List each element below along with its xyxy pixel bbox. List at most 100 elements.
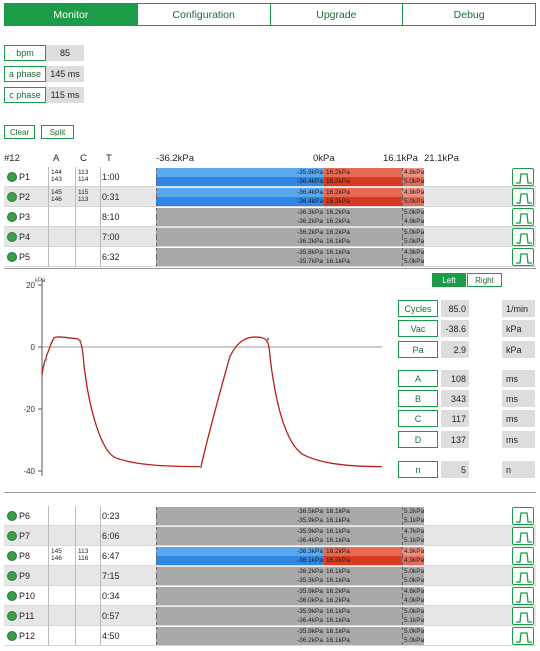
pressure-bar: -35.9kPa 16.1kPa 5.0kPa -36.4kPa 16.1kPa 5.1k…	[156, 606, 424, 626]
time-value: 1:00	[102, 172, 120, 182]
column-header-a: A	[53, 153, 60, 164]
right-side-button[interactable]: Right	[467, 273, 502, 287]
pulsator-name: P5	[19, 252, 31, 262]
y-tick-label: -40	[23, 467, 35, 476]
tab-configuration[interactable]: Configuration	[138, 4, 271, 25]
time-value: 0:31	[102, 192, 120, 202]
pulsator-row-p10[interactable]: P10 0:34 -35.9kPa 16.2kPa 4.6kPa -36.0kPa 16.2…	[4, 586, 536, 606]
pulse-curve-icon[interactable]	[512, 228, 534, 246]
status-led-icon	[7, 591, 17, 601]
status-led-icon	[7, 551, 17, 561]
param-value: 5	[441, 461, 469, 478]
scale-zero-label: 0kPa	[313, 153, 335, 164]
param-label-pa: Pa	[398, 341, 438, 358]
status-led-icon	[7, 571, 17, 581]
pressure-bar: -35.9kPa 16.1kPa 5.0kPa -36.2kPa 16.1kPa 5.0k…	[156, 626, 424, 646]
pulsator-row-p4[interactable]: P4 7:00 -36.2kPa 16.2kPa 5.0kPa -36.2kPa 16.1k…	[4, 227, 536, 247]
curve-marker	[268, 355, 272, 358]
time-value: 8:10	[102, 212, 120, 222]
pulsator-row-p1[interactable]: P1 144 143 113 114 1:00 -35.9kPa 16.2kPa 4.8kPa -…	[4, 167, 536, 187]
param-value: 343	[441, 390, 469, 407]
status-led-icon	[7, 252, 17, 262]
pulse-curve-icon[interactable]	[512, 248, 534, 266]
param-value: 2.9	[441, 341, 469, 358]
stat-label: bpm	[4, 45, 46, 61]
param-value: 137	[441, 431, 469, 448]
pulsator-row-p7[interactable]: P7 6:06 -35.9kPa 16.1kPa 4.7kPa -36.4kPa 16.1k…	[4, 526, 536, 546]
pressure-bar: -35.9kPa 16.1kPa 4.7kPa -36.4kPa 16.1kPa 5.1k…	[156, 526, 424, 546]
pressure-bar: -36.3kPa 16.2kPa 5.0kPa -36.2kPa 16.2kPa 4.9k…	[156, 207, 424, 227]
stat-c-phase: c phase 115 ms	[4, 87, 84, 103]
pulse-curve-icon[interactable]	[512, 587, 534, 605]
tab-debug[interactable]: Debug	[453, 8, 485, 21]
param-unit: ms	[502, 370, 535, 387]
curve-marker	[199, 465, 203, 468]
column-header-c: C	[80, 153, 87, 164]
param-unit: kPa	[502, 341, 535, 358]
tab-monitor[interactable]: Monitor	[5, 4, 138, 25]
pulse-curve-icon[interactable]	[512, 168, 534, 186]
pulse-curve-icon[interactable]	[512, 527, 534, 545]
pulse-curve-icon[interactable]	[512, 567, 534, 585]
param-unit: ms	[502, 431, 535, 448]
curve-marker	[300, 452, 304, 456]
stat-label: c phase	[4, 87, 46, 103]
pulse-curve-icon[interactable]	[512, 188, 534, 206]
pressure-bar: -36.2kPa 16.2kPa 5.0kPa -36.2kPa 16.1kPa 5.0k…	[156, 227, 424, 247]
pulse-curve-icon[interactable]	[512, 208, 534, 226]
param-label-d: D	[398, 431, 438, 448]
param-label-vac: Vac	[398, 320, 438, 337]
curve-marker	[112, 455, 116, 459]
y-tick-label: 0	[31, 343, 36, 352]
time-value: 6:06	[102, 531, 120, 541]
pulsator-row-p11[interactable]: P11 0:57 -35.9kPa 16.1kPa 5.0kPa -36.4kPa 16.1…	[4, 606, 536, 626]
tab-upgrade[interactable]: Upgrade	[271, 4, 404, 25]
curve-marker	[78, 339, 82, 343]
pressure-bar: -36.5kPa 16.1kPa 5.2kPa -35.9kPa 16.1kPa 5.1k…	[156, 506, 424, 526]
time-value: 0:23	[102, 511, 120, 521]
left-side-button[interactable]: Left	[432, 273, 466, 287]
pulsator-name: P12	[19, 631, 36, 641]
a-values: 145 146	[51, 189, 62, 203]
a-values: 145 146	[51, 548, 62, 562]
pulsator-row-p3[interactable]: P3 8:10 -36.3kPa 16.2kPa 5.0kPa -36.2kPa 16.2k…	[4, 207, 536, 227]
pulse-curve-icon[interactable]	[512, 627, 534, 645]
pulsator-row-p5[interactable]: P5 6:32 -35.8kPa 16.1kPa 4.9kPa -35.7kPa 16.1k…	[4, 247, 536, 267]
status-led-icon	[7, 631, 17, 641]
pulsator-row-p6[interactable]: P6 0:23 -36.5kPa 16.1kPa 5.2kPa -35.9kPa 16.1k…	[4, 506, 536, 526]
param-unit: n	[502, 461, 535, 478]
pulsator-name: P8	[19, 551, 31, 561]
param-unit: ms	[502, 410, 535, 427]
param-unit: ms	[502, 390, 535, 407]
clear-button[interactable]: Clear	[4, 125, 35, 139]
pulse-curve-icon[interactable]	[512, 607, 534, 625]
pulsator-row-p2[interactable]: P2 145 146 115 113 0:31 -36.4kPa 16.2kPa 4.9kPa -…	[4, 187, 536, 207]
c-values: 115 113	[78, 189, 89, 203]
pulsator-row-p12[interactable]: P12 4:50 -35.9kPa 16.1kPa 5.0kPa -36.2kPa 16.1…	[4, 626, 536, 646]
stat-value: 85	[46, 45, 84, 61]
scale-min-label: -36.2kPa	[156, 153, 195, 164]
pressure-bar: -35.9kPa 16.2kPa 4.8kPa -36.4kPa 16.2kPa 5.0k…	[156, 167, 424, 187]
tab-bar: Monitor Configuration Upgrade Debug	[4, 3, 536, 26]
pressure-bar: -35.8kPa 16.1kPa 4.9kPa -35.7kPa 16.1kPa 5.0k…	[156, 247, 424, 267]
time-value: 7:00	[102, 232, 120, 242]
status-led-icon	[7, 531, 17, 541]
pulsator-row-p8[interactable]: P8 145 146 113 116 6:47 -36.3kPa 16.2kPa 4.9kPa -…	[4, 546, 536, 566]
stat-value: 115 ms	[46, 87, 84, 103]
pulsator-name: P11	[19, 611, 35, 621]
pressure-bar: -35.9kPa 16.2kPa 4.6kPa -36.0kPa 16.2kPa 4.0k…	[156, 586, 424, 606]
pulsator-name: P9	[19, 571, 31, 581]
pulsator-name: P6	[19, 511, 31, 521]
status-led-icon	[7, 232, 17, 242]
pulsator-row-p9[interactable]: P9 7:15 -36.2kPa 16.1kPa 5.0kPa -35.3kPa 16.1k…	[4, 566, 536, 586]
curve-marker	[266, 337, 270, 341]
param-label-c: C	[398, 410, 438, 427]
pulse-curve-icon[interactable]	[512, 547, 534, 565]
y-tick-label: -20	[23, 405, 35, 414]
pressure-bar: -36.4kPa 16.2kPa 4.9kPa -36.4kPa 16.2kPa 5.0k…	[156, 187, 424, 207]
split-button[interactable]: Split	[41, 125, 74, 139]
pulse-curve-icon[interactable]	[512, 507, 534, 525]
pulsator-name: P1	[19, 172, 31, 182]
pressure-bar: -36.3kPa 16.2kPa 4.9kPa -36.1kPa 16.2kPa 4.9k…	[156, 546, 424, 566]
